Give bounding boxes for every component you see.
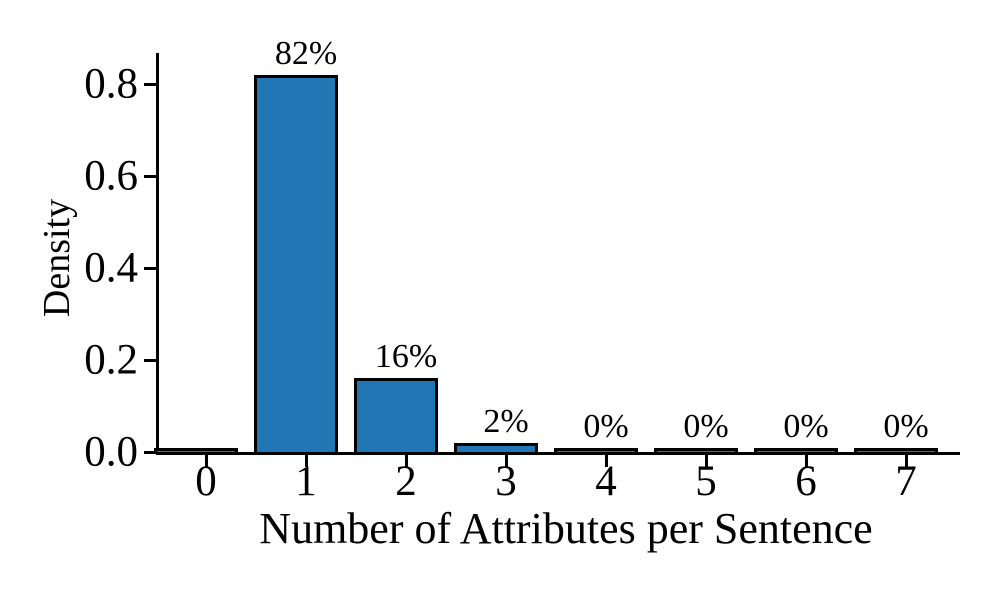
x-tick <box>905 455 908 467</box>
y-tick-label: 0.8 <box>84 60 138 108</box>
bar-7 <box>854 448 938 452</box>
bar-3 <box>454 443 538 452</box>
bar-value-label: 0% <box>683 408 729 445</box>
x-tick-label: 2 <box>395 458 417 505</box>
bottom-spine <box>156 452 960 455</box>
x-tick <box>605 455 608 467</box>
x-tick <box>705 455 708 467</box>
y-tick-label: 0.2 <box>84 336 138 384</box>
left-spine <box>156 53 159 455</box>
bar-value-label: 2% <box>483 403 529 440</box>
bar-2 <box>354 378 438 452</box>
bar-6 <box>754 448 838 452</box>
bar-value-label: 0% <box>583 408 629 445</box>
bar-0 <box>154 448 238 452</box>
y-tick <box>144 451 156 454</box>
y-tick <box>144 175 156 178</box>
bar-4 <box>554 448 638 452</box>
y-tick <box>144 267 156 270</box>
x-tick <box>205 455 208 467</box>
x-tick-label: 5 <box>695 458 717 505</box>
y-tick-label: 0.4 <box>84 244 138 292</box>
x-axis-label: Number of Attributes per Sentence <box>259 504 873 553</box>
y-tick <box>144 83 156 86</box>
bar-1 <box>254 75 338 452</box>
bar-5 <box>654 448 738 452</box>
x-tick-label: 1 <box>295 458 317 505</box>
y-tick-label: 0.6 <box>84 152 138 200</box>
x-tick <box>505 455 508 467</box>
x-tick-label: 0 <box>195 458 217 505</box>
bar-value-label: 0% <box>883 408 929 445</box>
bar-value-label: 82% <box>274 35 338 72</box>
x-tick <box>805 455 808 467</box>
y-tick-label: 0.0 <box>84 428 138 476</box>
x-tick-label: 6 <box>795 458 817 505</box>
x-tick-label: 7 <box>895 458 917 505</box>
x-tick-label: 4 <box>595 458 617 505</box>
x-tick <box>305 455 308 467</box>
x-tick-label: 3 <box>495 458 517 505</box>
bar-value-label: 16% <box>374 338 438 375</box>
x-tick <box>405 455 408 467</box>
y-tick <box>144 359 156 362</box>
bar-value-label: 0% <box>783 408 829 445</box>
